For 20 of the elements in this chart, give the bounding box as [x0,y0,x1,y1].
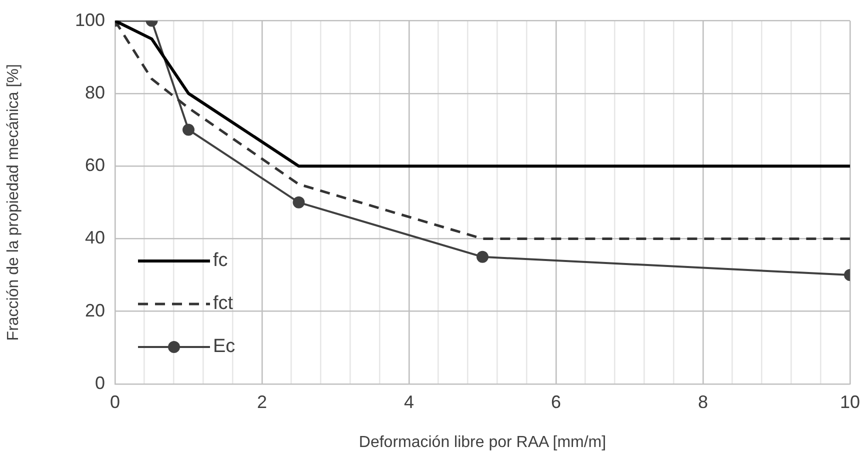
point [476,250,488,263]
x-tick-label: 10 [840,392,860,412]
x-tick-label: 8 [698,392,708,412]
x-tick-label: 6 [550,392,561,412]
legend-label: Ec [213,336,236,358]
y-tick-label: 0 [94,372,105,393]
x-tick-label: 0 [110,392,120,412]
y-axis-title: Fracción de la propiedad mecánica [%] [5,64,22,341]
y-tick-label: 20 [84,300,105,320]
legend-label: fc [213,250,228,272]
y-tick-label: 40 [84,228,105,248]
y-tick-label: 80 [84,82,105,102]
x-axis-title: Deformación libre por RAA [mm/m] [358,434,606,451]
y-tick-label: 100 [74,10,105,30]
x-tick-label: 4 [404,392,414,412]
y-tick-label: 60 [84,155,105,176]
x-tick-label: 2 [256,392,268,412]
point [292,196,305,208]
point [182,124,194,136]
legend-label: fct [213,293,234,314]
